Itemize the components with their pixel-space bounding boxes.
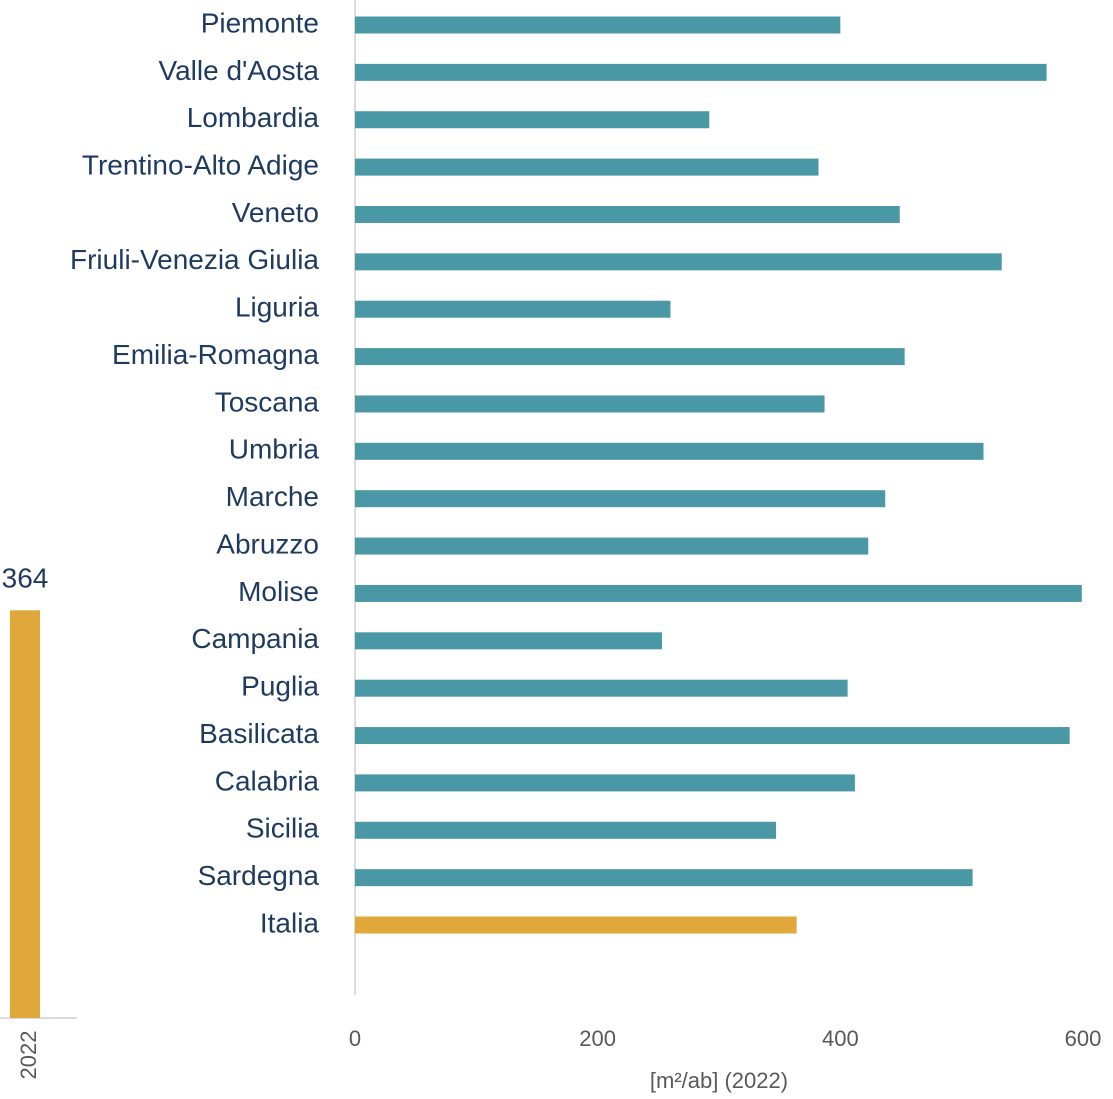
y-tick-label: Valle d'Aosta bbox=[159, 55, 320, 86]
bar bbox=[355, 916, 797, 934]
y-tick-label: Italia bbox=[260, 907, 320, 938]
x-tick-label: 0 bbox=[349, 1026, 361, 1051]
bar bbox=[355, 16, 841, 34]
y-tick-label: Puglia bbox=[241, 671, 319, 702]
bar bbox=[355, 584, 1082, 602]
bar bbox=[10, 610, 40, 1018]
y-tick-label: Abruzzo bbox=[216, 528, 319, 559]
bar bbox=[355, 300, 671, 318]
x-tick-label: 400 bbox=[822, 1026, 859, 1051]
bar bbox=[355, 63, 1047, 81]
bar bbox=[355, 821, 777, 839]
y-tick-label: Molise bbox=[238, 576, 319, 607]
y-tick-label: Liguria bbox=[235, 292, 319, 323]
data-label: 364 bbox=[2, 563, 49, 594]
bar bbox=[355, 869, 973, 887]
y-tick-label: Basilicata bbox=[199, 718, 319, 749]
y-tick-label: Umbria bbox=[229, 434, 320, 465]
bar bbox=[355, 205, 900, 223]
y-tick-label: Veneto bbox=[232, 197, 319, 228]
y-tick-label: Lombardia bbox=[187, 102, 320, 133]
y-tick-label: Campania bbox=[191, 623, 319, 654]
y-tick-label: Piemonte bbox=[201, 7, 319, 38]
bar bbox=[355, 395, 825, 413]
y-tick-label: Sardegna bbox=[198, 860, 320, 891]
y-tick-label: Friuli-Venezia Giulia bbox=[70, 244, 319, 275]
y-tick-label: Emilia-Romagna bbox=[112, 339, 319, 370]
bar bbox=[355, 111, 710, 129]
x-tick-label: 2022 bbox=[16, 1031, 41, 1080]
y-tick-label: Sicilia bbox=[246, 813, 320, 844]
y-tick-label: Calabria bbox=[215, 765, 320, 796]
bar bbox=[355, 442, 984, 460]
bar bbox=[355, 679, 848, 697]
x-tick-label: 200 bbox=[579, 1026, 616, 1051]
bar bbox=[355, 632, 662, 650]
x-axis-label: [m²/ab] (2022) bbox=[650, 1068, 788, 1093]
y-tick-label: Toscana bbox=[215, 386, 320, 417]
x-tick-label: 600 bbox=[1065, 1026, 1102, 1051]
bar bbox=[355, 537, 869, 555]
y-tick-label: Marche bbox=[226, 481, 319, 512]
bar bbox=[355, 774, 855, 792]
y-tick-label: Trentino-Alto Adige bbox=[82, 150, 319, 181]
bar bbox=[355, 727, 1070, 745]
bar bbox=[355, 490, 886, 508]
bar bbox=[355, 158, 819, 176]
bar bbox=[355, 253, 1002, 271]
bar bbox=[355, 348, 905, 366]
